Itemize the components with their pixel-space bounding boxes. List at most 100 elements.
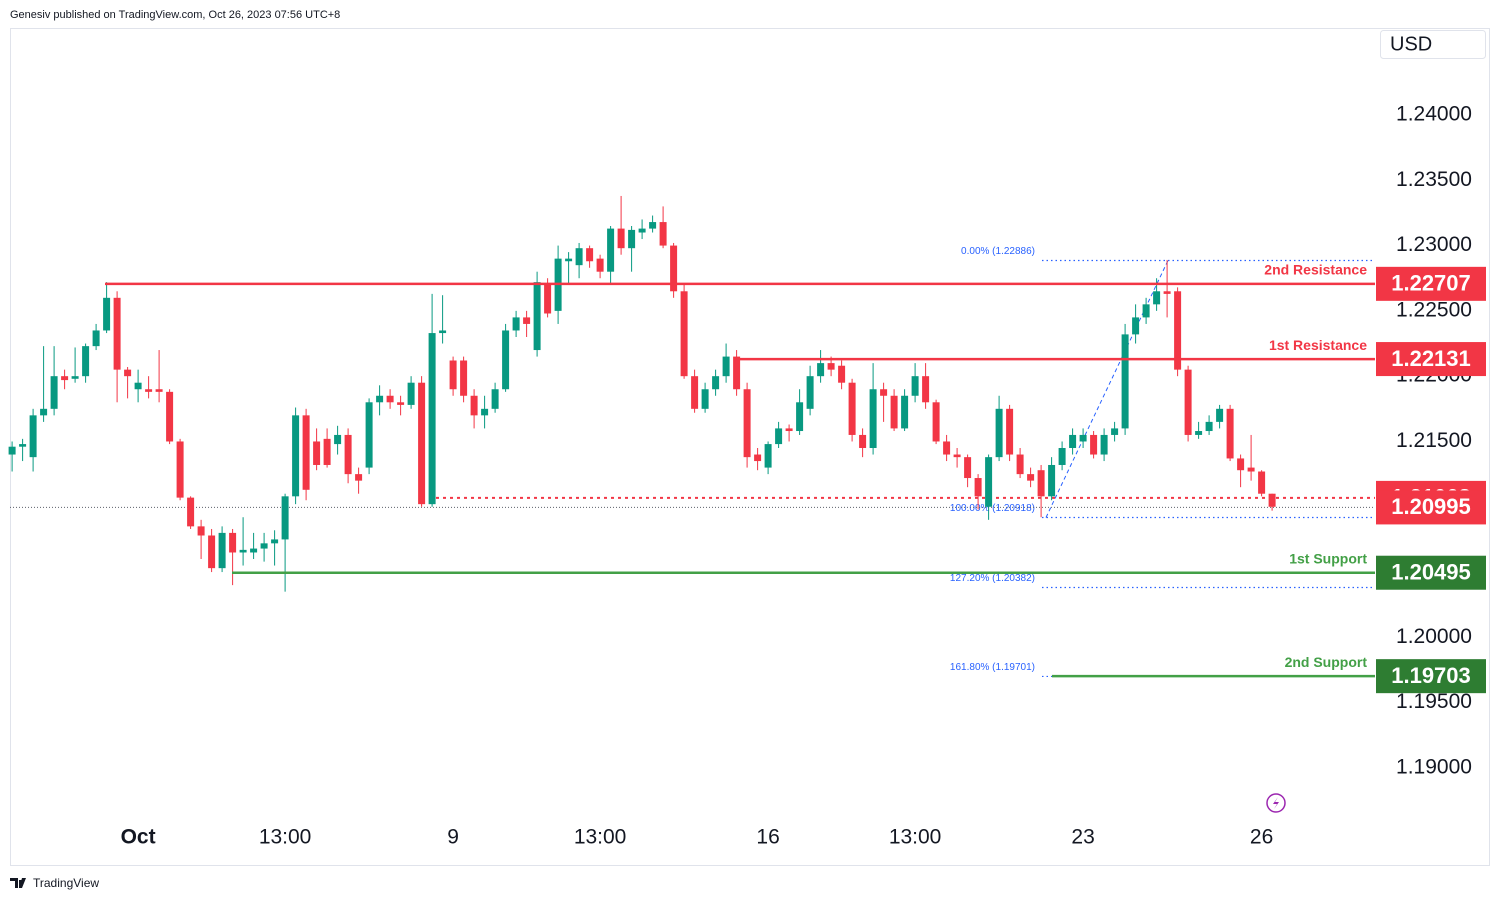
- fib-label: 0.00% (1.22886): [961, 246, 1035, 257]
- price-box-label: 1.19703: [1391, 663, 1471, 688]
- candle-body: [1090, 434, 1098, 455]
- candle-body: [313, 441, 321, 465]
- candle-body: [565, 258, 573, 262]
- candle-body: [848, 382, 856, 435]
- flash-icon[interactable]: [1266, 793, 1286, 813]
- candle-body: [271, 539, 279, 544]
- candle-body: [92, 330, 100, 347]
- level-name: 1st Support: [1289, 550, 1367, 566]
- candle-body: [838, 365, 846, 383]
- candle-body: [449, 360, 457, 390]
- candle-body: [523, 317, 531, 324]
- candle-body: [124, 369, 132, 377]
- candle-body: [19, 444, 27, 447]
- y-tick-label: 1.21500: [1396, 429, 1472, 452]
- candle-body: [596, 258, 604, 272]
- x-tick-label: Oct: [121, 826, 156, 849]
- icon-ring: [1266, 793, 1286, 813]
- y-tick-label: 1.23000: [1396, 233, 1472, 256]
- candle-body: [50, 376, 58, 409]
- candle-body: [502, 330, 510, 390]
- candle-body: [134, 382, 142, 390]
- x-tick-label: 13:00: [574, 826, 627, 849]
- candle-body: [943, 441, 951, 455]
- candle-body: [470, 395, 478, 416]
- candle-body: [901, 395, 909, 429]
- candle-body: [145, 389, 153, 392]
- y-tick-label: 1.20000: [1396, 625, 1472, 648]
- brand: TradingView: [33, 876, 99, 890]
- candle-body: [1195, 431, 1203, 435]
- candle-body: [775, 428, 783, 445]
- publisher: Genesiv published on TradingView.com, Oc…: [10, 9, 340, 21]
- candle-body: [82, 346, 90, 377]
- candle-body: [1247, 467, 1255, 472]
- candle-body: [460, 360, 468, 396]
- candle-body: [40, 408, 48, 416]
- candle-body: [628, 229, 636, 249]
- candle-body: [1153, 291, 1161, 305]
- candle-body: [481, 408, 489, 416]
- candle-body: [355, 474, 363, 481]
- y-tick-label: 1.19000: [1396, 756, 1472, 779]
- candle-body: [722, 356, 730, 377]
- candle-body: [575, 248, 583, 266]
- candle-body: [880, 389, 888, 396]
- candle-body: [166, 391, 174, 442]
- candle-body: [1079, 434, 1087, 442]
- candle-body: [103, 297, 111, 331]
- candle-body: [1121, 334, 1129, 429]
- candle-body: [890, 395, 898, 429]
- candle-body: [586, 248, 594, 262]
- price-box: [1376, 490, 1486, 525]
- candle-body: [113, 297, 121, 370]
- candle-body: [302, 415, 310, 490]
- candle-body: [533, 282, 541, 351]
- icon-bolt: [1273, 797, 1279, 809]
- candle-body: [544, 284, 552, 314]
- candle-body: [617, 228, 625, 249]
- candle-body: [29, 415, 37, 458]
- candle-body: [376, 395, 384, 403]
- candle-body: [155, 389, 163, 392]
- candle-body: [1100, 434, 1108, 455]
- x-tick-label: 13:00: [259, 826, 312, 849]
- candle-body: [754, 454, 762, 462]
- candle-body: [281, 496, 289, 540]
- candle-body: [974, 478, 982, 497]
- x-tick-label: 26: [1250, 826, 1273, 849]
- price-box-label: 1.20495: [1391, 560, 1471, 585]
- candle-body: [806, 376, 814, 409]
- price-box-label: 1.22131: [1391, 346, 1471, 371]
- candle-body: [1205, 421, 1213, 432]
- currency-box[interactable]: [1380, 30, 1486, 59]
- candle-body: [859, 434, 867, 449]
- brand-logo: [10, 878, 26, 888]
- candle-body: [1268, 493, 1276, 507]
- candle-body: [1058, 448, 1066, 465]
- fib-label: 161.80% (1.19701): [950, 662, 1035, 673]
- x-tick-label: 23: [1071, 826, 1094, 849]
- candle-body: [649, 222, 657, 229]
- candle-body: [428, 333, 436, 505]
- candle-body: [1174, 291, 1182, 370]
- candle-body: [922, 376, 930, 403]
- candle-body: [953, 454, 961, 458]
- candle-body: [1237, 458, 1245, 471]
- price-box-label: 1.22707: [1391, 271, 1471, 296]
- candle-body: [229, 532, 237, 553]
- y-tick-label: 1.22500: [1396, 298, 1472, 321]
- candle-body: [670, 245, 678, 292]
- candle-body: [1216, 408, 1224, 422]
- candle-body: [208, 535, 216, 569]
- candle-body: [334, 434, 342, 445]
- candle-body: [764, 444, 772, 468]
- x-tick-label: 16: [756, 826, 779, 849]
- logo-mark: [10, 878, 26, 888]
- y-tick-label: 1.19500: [1396, 690, 1472, 713]
- x-tick-label: 9: [447, 826, 459, 849]
- candle-body: [659, 222, 667, 246]
- candle-body: [439, 330, 447, 334]
- candle-body: [817, 363, 825, 377]
- fib-label: 100.00% (1.20918): [950, 503, 1035, 514]
